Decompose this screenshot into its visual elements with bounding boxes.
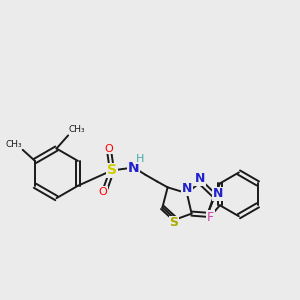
Text: N: N (195, 172, 206, 185)
Text: H: H (135, 154, 144, 164)
Text: CH₃: CH₃ (69, 125, 85, 134)
Text: O: O (105, 143, 113, 154)
Text: N: N (182, 182, 192, 195)
Text: N: N (213, 187, 224, 200)
Text: F: F (207, 211, 214, 224)
Text: S: S (169, 217, 178, 230)
Text: O: O (99, 187, 107, 197)
Text: N: N (128, 160, 140, 175)
Text: S: S (107, 164, 117, 177)
Text: CH₃: CH₃ (5, 140, 22, 149)
